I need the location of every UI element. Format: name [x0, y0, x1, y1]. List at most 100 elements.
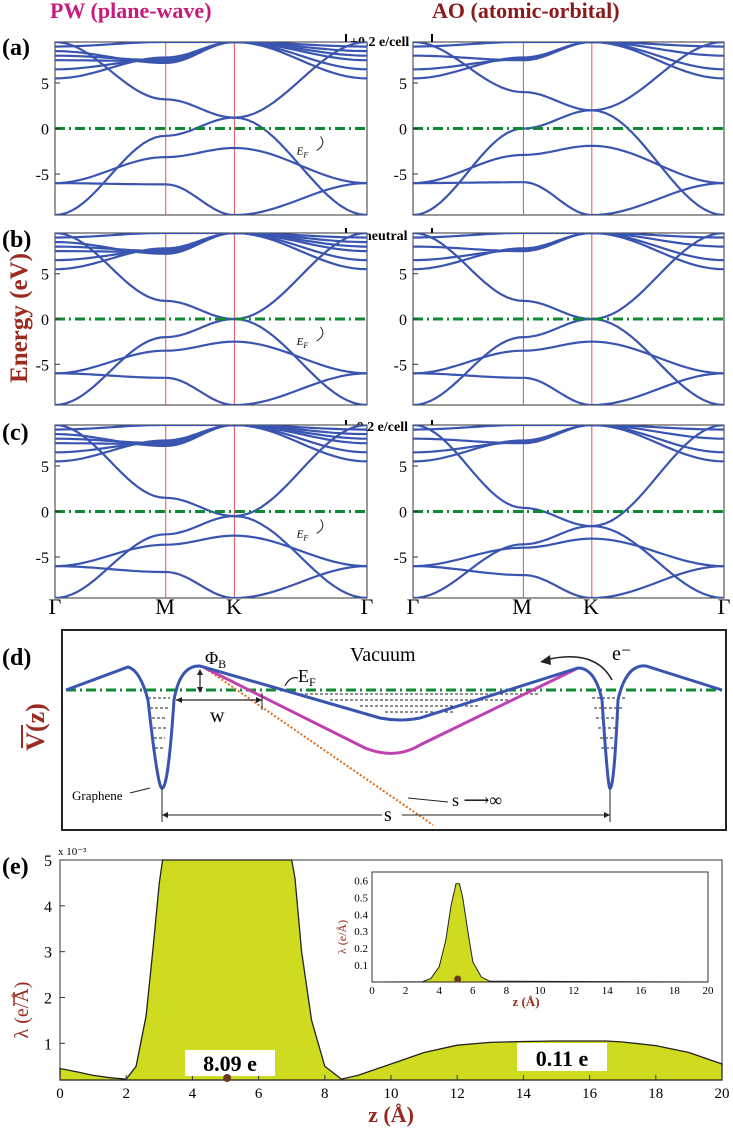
- y-tick-label: 5: [41, 459, 49, 476]
- inset-center-marker: [454, 975, 462, 983]
- kpoint-gamma-left: Γ: [49, 594, 62, 619]
- inset-y-tick-label: 0.4: [354, 909, 368, 921]
- inset-y-tick-label: 0.3: [354, 926, 368, 938]
- band-line: [55, 233, 367, 239]
- y-tick-label: -5: [36, 167, 49, 184]
- inset-x-tick-label: 6: [470, 985, 476, 997]
- band-line: [413, 340, 724, 375]
- kpoint-gamma-right: Γ: [361, 594, 374, 619]
- svg-text:neutral: neutral: [364, 229, 408, 244]
- kpoints-pw: Γ M K Γ: [49, 594, 374, 619]
- inset-y-tick-label: 0.2: [354, 943, 368, 955]
- band-panel-4: 5 0 -5: [394, 232, 725, 406]
- y-tick-label: -5: [394, 550, 407, 567]
- s-label: s: [384, 804, 392, 826]
- inset-y-tick-label: 0.5: [354, 892, 368, 904]
- band-line: [55, 317, 367, 405]
- x-tick-label: 14: [516, 1086, 532, 1102]
- band-line: [55, 514, 367, 598]
- band-panel-2: 5 0 -5: [394, 41, 725, 216]
- band-line: [413, 233, 724, 321]
- annotation-8-09: 8.09 e: [185, 1050, 275, 1076]
- blue-potential: [65, 664, 723, 790]
- x-tick-label: 2: [122, 1086, 130, 1102]
- y-tick-label: 5: [41, 267, 49, 284]
- band-line: [413, 42, 724, 71]
- electron-label: e⁻: [612, 643, 631, 665]
- inset-x-tick-label: 18: [669, 985, 681, 997]
- band-panel-3: 50-5EF: [36, 232, 368, 406]
- band-line: [413, 372, 724, 405]
- y-tick-label: 5: [44, 853, 52, 870]
- kpoint-m: M: [512, 594, 532, 619]
- svg-text:8.09 e: 8.09 e: [203, 1051, 257, 1076]
- band-line: [55, 425, 367, 447]
- y-tick-label: 0: [41, 122, 49, 139]
- panel-label-d: (d): [2, 645, 31, 671]
- band-line: [413, 565, 724, 598]
- band-line: [55, 425, 367, 518]
- band-line: [413, 425, 724, 454]
- y-tick-label: 0: [399, 312, 407, 329]
- y-tick-label: 0: [399, 505, 407, 522]
- y-tick-label: 5: [41, 76, 49, 93]
- inset-x-tick-label: 4: [436, 985, 442, 997]
- kpoint-m: M: [155, 594, 175, 619]
- band-line: [55, 425, 367, 431]
- kpoint-gamma-right: Γ: [718, 594, 731, 619]
- kpoints-ao: Γ M K Γ: [407, 594, 731, 619]
- inset-x-tick-label: 20: [703, 985, 715, 997]
- band-panel-6: 5 0 -5: [394, 424, 725, 599]
- band-panel-1: 50-5EF: [36, 41, 368, 216]
- band-line: [55, 42, 367, 119]
- kpoint-gamma-left: Γ: [407, 594, 420, 619]
- band-line: [413, 109, 724, 215]
- s-infinity-label: s ⟶∞: [452, 790, 502, 810]
- band-line: [413, 425, 724, 431]
- vacuum-label: Vacuum: [350, 644, 416, 666]
- band-line: [55, 42, 367, 64]
- graphene-label: Graphene: [72, 788, 123, 803]
- electron-arrow: [544, 656, 613, 681]
- inset-x-tick-label: 12: [568, 985, 579, 997]
- band-line: [413, 181, 724, 215]
- inset-x-tick-label: 10: [535, 985, 547, 997]
- phi-label: ΦB: [205, 648, 226, 671]
- x-tick-label: 6: [255, 1086, 263, 1102]
- panel-label-c: (c): [2, 420, 29, 446]
- band-line: [55, 565, 367, 598]
- band-line: [55, 233, 367, 255]
- y-tick-label: 1: [44, 1036, 52, 1053]
- band-line: [413, 42, 724, 48]
- annotation-0-11: 0.11 e: [517, 1043, 607, 1071]
- band-line: [413, 317, 724, 405]
- diagram-frame: [61, 629, 727, 831]
- y-tick-label: 5: [399, 459, 407, 476]
- x-tick-label: 12: [450, 1086, 465, 1102]
- band-line: [55, 372, 367, 405]
- panel-label-b: (b): [2, 227, 31, 253]
- x-tick-label: 0: [56, 1086, 64, 1102]
- x-tick-label: 8: [321, 1086, 329, 1102]
- inset-y-axis-label: λ (e/Å): [335, 920, 349, 954]
- inset-frame: [371, 871, 709, 983]
- band-line: [413, 233, 724, 262]
- y-tick-label: 3: [44, 945, 52, 962]
- kpoint-k: K: [226, 594, 242, 619]
- vbar-label: V(z): [21, 703, 50, 751]
- band-line: [55, 42, 367, 48]
- y-tick-label: -5: [394, 357, 407, 374]
- potential-diagram: V(z) ΦB w EF: [21, 629, 727, 831]
- inset-x-tick-label: 0: [369, 985, 375, 997]
- inset-y-tick-label: 0.6: [354, 875, 368, 887]
- w-label: w: [210, 705, 225, 727]
- y-tick-label: 0: [41, 505, 49, 522]
- x-axis-label: z (Å): [368, 1102, 414, 1127]
- svg-text:0.11 e: 0.11 e: [536, 1046, 589, 1071]
- band-line: [55, 182, 367, 215]
- y-tick-label: 0: [41, 312, 49, 329]
- energy-axis-label: Energy (eV): [6, 253, 33, 383]
